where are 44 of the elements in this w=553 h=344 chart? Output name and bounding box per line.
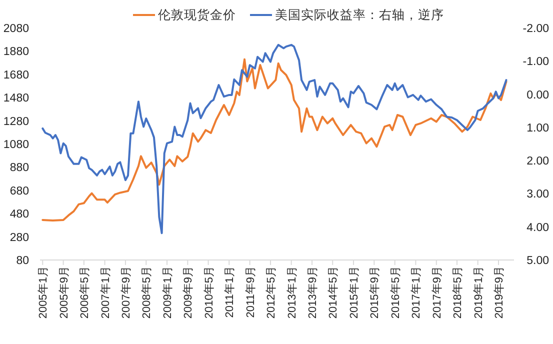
x-tick-label: 2014年5月 [328,266,340,319]
y2-tick-label: 2.00 [526,156,549,168]
y2-tick-label: 3.00 [526,188,549,201]
x-tick-label: 2015年1月 [348,266,360,319]
legend-label: 美国实际收益率：右轴，逆序 [275,7,444,22]
y-tick-label: 280 [10,232,29,244]
x-tick-label: 2008年5月 [141,266,154,319]
x-tick-label: 2016年5月 [390,266,402,319]
x-tick-label: 2013年1月 [286,266,298,319]
x-tick-label: 2013年9月 [307,266,320,319]
y-tick-label: 2080 [3,23,29,35]
y2-tick-label: 5.00 [526,255,549,267]
x-tick-label: 2010年5月 [203,266,216,319]
x-tick-label: 2007年9月 [120,266,132,319]
x-tick-label: 2009年9月 [182,266,195,319]
x-tick-label: 2009年1月 [162,266,174,319]
y-tick-label: 1280 [3,116,29,128]
x-tick-label: 2006年5月 [78,266,91,319]
x-tick-label: 2017年1月 [410,266,423,319]
x-tick-label: 2019年1月 [472,266,485,319]
x-tick-label: 2017年9月 [431,266,444,319]
x-tick-label: 2005年9月 [58,266,70,319]
y2-tick-label: -1.00 [522,56,549,68]
y-tick-label: 480 [10,208,29,221]
x-tick-label: 2011年9月 [244,266,257,318]
y-tick-label: 1480 [3,92,29,105]
y-tick-label: 1680 [3,69,29,82]
y-tick-label: 80 [16,255,29,267]
y2-tick-label: 1.00 [526,122,549,134]
y2-tick-label: 0.00 [526,89,549,102]
y-tick-label: 1880 [3,46,29,58]
y2-tick-label: -2.00 [522,23,549,35]
x-tick-label: 2018年5月 [452,266,464,319]
y2-tick-label: 4.00 [526,222,549,234]
x-tick-label: 2019年9月 [494,266,506,319]
y-tick-label: 880 [10,162,29,174]
y-tick-label: 1080 [3,139,29,151]
y-tick-label: 680 [10,185,29,198]
x-tick-label: 2005年1月 [38,266,50,319]
x-tick-label: 2011年1月 [224,266,236,318]
x-tick-label: 2007年1月 [100,266,112,319]
legend-label: 伦敦现货金价 [158,8,236,22]
x-tick-label: 2015年9月 [369,266,382,319]
x-tick-label: 2012年5月 [265,266,278,319]
